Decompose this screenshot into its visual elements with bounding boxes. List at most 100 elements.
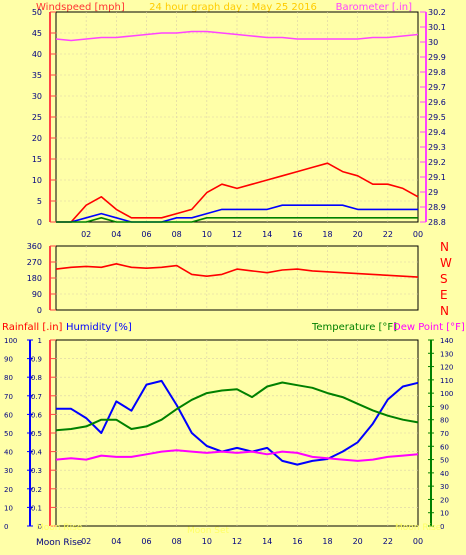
- direction-letter: N: [440, 304, 449, 318]
- y2-tick-label: 30.2: [428, 8, 446, 17]
- x-tick-label: 02: [81, 537, 91, 546]
- rainfall-tick-label: 0.1: [31, 504, 42, 512]
- x-tick-label: 00: [413, 537, 423, 546]
- y2-tick-label: 30.1: [428, 23, 446, 32]
- direction-tick-label: 0: [37, 306, 42, 315]
- x-tick-label: 08: [172, 537, 182, 546]
- chart-title: 24 hour graph day : May 25 2016: [149, 2, 317, 13]
- rainfall-tick-label: 1: [38, 337, 42, 345]
- wind-barometer-panel: 0 5 10 15 20 25 30 35 40 45 50 28.8 28.9 29 29.1 29.2 29…: [32, 8, 446, 239]
- temperature-axis-title: Temperature [°F]: [311, 322, 397, 333]
- barometer-line: [55, 30, 419, 42]
- direction-tick-label: 360: [27, 242, 42, 251]
- y2-tick-label: 29.3: [428, 143, 446, 152]
- x-tick-label: 16: [292, 230, 302, 239]
- y2-tick-label: 30: [428, 38, 438, 47]
- humidity-tick-label: 100: [4, 337, 17, 345]
- y2-tick-label: 29.8: [428, 68, 446, 77]
- rainfall-tick-label: 0.3: [31, 467, 42, 475]
- y2-tick-label: 29.1: [428, 173, 446, 182]
- y-tick-label: 5: [37, 197, 42, 206]
- temperature-tick-label: 110: [440, 377, 453, 385]
- humidity-tick-label: 80: [4, 374, 13, 382]
- y-tick-label: 35: [32, 71, 42, 80]
- humidity-axis-title: Humidity [%]: [66, 322, 132, 333]
- wind-gust-line: [56, 162, 419, 223]
- humidity-tick-label: 50: [4, 430, 13, 438]
- x-tick-label: 22: [383, 537, 393, 546]
- x-tick-label: 20: [353, 537, 363, 546]
- humidity-tick-label: 40: [4, 449, 13, 457]
- y-tick-label: 10: [32, 176, 42, 185]
- direction-tick-label: 270: [27, 258, 42, 267]
- y2-tick-label: 29.9: [428, 53, 446, 62]
- x-tick-label: 06: [141, 230, 151, 239]
- temperature-tick-label: 100: [440, 390, 453, 398]
- temperature-tick-label: 0: [440, 523, 444, 531]
- y-tick-label: 45: [32, 29, 42, 38]
- rainfall-tick-label: 0.9: [31, 356, 42, 364]
- temperature-line: [55, 381, 419, 432]
- moon-rise-label-2: Moon Rise: [395, 523, 442, 533]
- x-tick-label: 00: [413, 230, 423, 239]
- x-tick-label: 02: [81, 230, 91, 239]
- x-tick-label: 20: [353, 230, 363, 239]
- humidity-line: [56, 379, 419, 466]
- x-tick-label: 04: [111, 230, 121, 239]
- direction-tick-label: 90: [32, 290, 42, 299]
- dewpoint-line: [55, 449, 419, 462]
- moon-set-label: Moon Set: [187, 526, 230, 536]
- x-tick-label: 22: [383, 230, 393, 239]
- y-tick-label: 0: [37, 218, 42, 227]
- rainfall-tick-label: 0.6: [31, 411, 43, 419]
- y2-tick-label: 29.6: [428, 98, 446, 107]
- rainfall-tick-label: 0.8: [31, 374, 42, 382]
- temperature-tick-label: 20: [440, 496, 449, 504]
- y-tick-label: 25: [32, 113, 42, 122]
- direction-letter: W: [440, 256, 452, 270]
- x-tick-label: 06: [141, 537, 151, 546]
- x-tick-label: 16: [292, 537, 302, 546]
- rainfall-tick-label: 0.5: [31, 430, 42, 438]
- temperature-tick-label: 40: [440, 470, 449, 478]
- rainfall-tick-label: 0.7: [31, 393, 42, 401]
- rainfall-axis-title: Rainfall [.in]: [2, 322, 63, 333]
- rainfall-tick-label: 0: [38, 523, 42, 531]
- x-tick-label: 18: [322, 537, 332, 546]
- direction-letter: N: [440, 240, 449, 254]
- y2-tick-label: 28.9: [428, 203, 446, 212]
- y2-tick-label: 29.2: [428, 158, 446, 167]
- rainfall-tick-label: 0.4: [31, 449, 43, 457]
- humidity-tick-label: 20: [4, 486, 13, 494]
- humidity-tick-label: 90: [4, 356, 13, 364]
- humidity-tick-label: 70: [4, 393, 13, 401]
- x-tick-label: 08: [172, 230, 182, 239]
- y-tick-label: 20: [32, 134, 42, 143]
- y2-tick-label: 29.4: [428, 128, 446, 137]
- x-tick-label: 10: [202, 230, 212, 239]
- y2-tick-label: 29.7: [428, 83, 446, 92]
- x-tick-label: 14: [262, 230, 272, 239]
- temperature-tick-label: 130: [440, 350, 453, 358]
- temperature-tick-label: 120: [440, 364, 453, 372]
- y-tick-label: 40: [32, 50, 42, 59]
- humidity-tick-label: 0: [4, 523, 8, 531]
- direction-letter: S: [440, 272, 448, 286]
- y-tick-label: 15: [32, 155, 42, 164]
- temperature-tick-label: 50: [440, 457, 449, 465]
- x-tick-label: 18: [322, 230, 332, 239]
- y2-tick-label: 29.5: [428, 113, 446, 122]
- moon-rise-bottom-label: Moon Rise: [36, 538, 83, 548]
- temperature-tick-label: 80: [440, 417, 449, 425]
- wind-direction-panel: 0 90 180 270 360: [27, 242, 419, 315]
- y-tick-label: 50: [32, 8, 42, 17]
- barometer-axis-title: Barometer [.in]: [336, 2, 412, 13]
- temperature-tick-label: 10: [440, 510, 449, 518]
- humidity-tick-label: 60: [4, 411, 13, 419]
- wind-direction-line: [55, 262, 419, 278]
- temperature-tick-label: 30: [440, 483, 449, 491]
- temperature-tick-label: 70: [440, 430, 449, 438]
- wind-low-line: [56, 217, 418, 223]
- x-tick-label: 04: [111, 537, 121, 546]
